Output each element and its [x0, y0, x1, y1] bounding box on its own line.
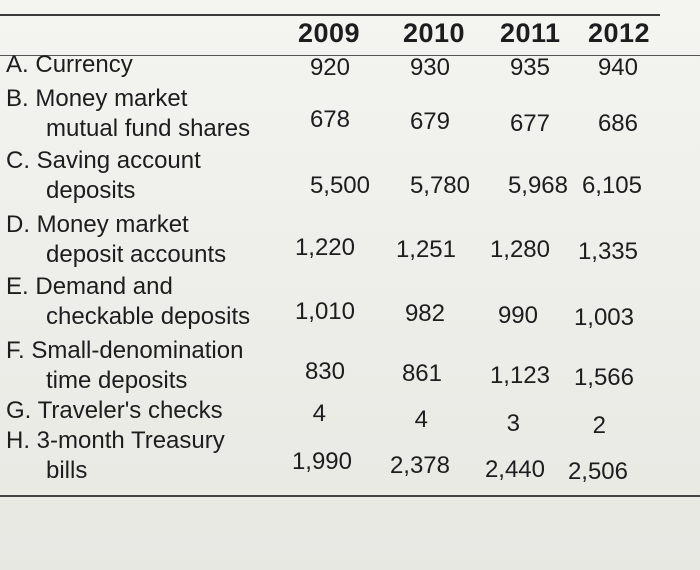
- row-letter: B.: [6, 85, 29, 112]
- cell-d-2010: 1,251: [395, 236, 456, 263]
- year-header-2012: 2012: [588, 18, 651, 48]
- cell-h-2012: 2,506: [567, 458, 628, 485]
- cell-h-2009: 1,990: [291, 448, 352, 475]
- row-label-line1: Money market: [36, 211, 189, 238]
- cell-h-2010: 2,378: [389, 452, 450, 479]
- cell-g-2010: 4: [414, 406, 428, 433]
- row-label-e: E. Demand and checkable deposits: [6, 272, 250, 332]
- row-label-line1: Saving account: [36, 147, 201, 174]
- row-label-f: F. Small-denomination time deposits: [6, 336, 243, 396]
- cell-d-2009: 1,220: [294, 234, 355, 261]
- cell-e-2011: 990: [497, 302, 538, 329]
- cell-e-2012: 1,003: [573, 304, 634, 331]
- cell-b-2010: 679: [409, 108, 450, 135]
- row-letter: C.: [6, 147, 30, 174]
- row-label-line2: checkable deposits: [46, 303, 251, 330]
- row-label-a: A. Currency: [6, 50, 133, 80]
- row-label-line1: Currency: [35, 51, 133, 78]
- cell-c-2009: 5,500: [309, 172, 370, 199]
- row-label-b: B. Money market mutual fund shares: [6, 84, 250, 144]
- cell-b-2012: 686: [597, 110, 638, 137]
- row-label-line2: mutual fund shares: [46, 115, 251, 142]
- cell-e-2010: 982: [404, 300, 445, 327]
- table-header-rule: [0, 55, 700, 56]
- cell-e-2009: 1,010: [294, 298, 355, 325]
- year-header-2010: 2010: [403, 18, 466, 48]
- row-label-line2: time deposits: [46, 367, 188, 394]
- cell-g-2011: 3: [506, 410, 520, 437]
- cell-a-2009: 920: [309, 54, 350, 81]
- cell-f-2011: 1,123: [489, 362, 550, 389]
- row-letter: A.: [6, 51, 29, 78]
- table-bottom-rule: [0, 495, 700, 497]
- cell-a-2012: 940: [597, 54, 638, 81]
- row-label-c: C. Saving account deposits: [6, 146, 201, 206]
- row-label-line2: bills: [46, 457, 88, 484]
- cell-f-2010: 861: [401, 360, 442, 387]
- row-label-g: G. Traveler's checks: [6, 396, 223, 426]
- row-label-h: H. 3-month Treasury bills: [6, 426, 225, 486]
- cell-g-2009: 4: [312, 400, 326, 427]
- cell-f-2009: 830: [304, 358, 345, 385]
- cell-h-2011: 2,440: [484, 456, 545, 483]
- row-letter: D.: [6, 211, 30, 238]
- cell-b-2011: 677: [509, 110, 550, 137]
- row-letter: E.: [6, 273, 29, 300]
- cell-f-2012: 1,566: [573, 364, 634, 391]
- row-letter: F.: [6, 337, 25, 364]
- row-label-line1: Money market: [35, 85, 188, 112]
- row-label-line1: 3-month Treasury: [36, 427, 225, 454]
- table-top-rule: [0, 14, 660, 16]
- row-label-line1: Small-denomination: [31, 337, 244, 364]
- cell-a-2010: 930: [409, 54, 450, 81]
- cell-c-2011: 5,968: [507, 172, 568, 199]
- row-letter: G.: [6, 397, 32, 424]
- cell-c-2010: 5,780: [409, 172, 470, 199]
- row-label-line1: Demand and: [35, 273, 173, 300]
- cell-g-2012: 2: [592, 412, 606, 439]
- cell-d-2011: 1,280: [489, 236, 550, 263]
- row-letter: H.: [6, 427, 30, 454]
- cell-b-2009: 678: [309, 106, 350, 133]
- year-header-2009: 2009: [298, 18, 361, 48]
- cell-a-2011: 935: [509, 54, 550, 81]
- row-label-line2: deposits: [46, 177, 136, 204]
- cell-d-2012: 1,335: [577, 238, 638, 265]
- row-label-line1: Traveler's checks: [37, 397, 223, 424]
- row-label-line2: deposit accounts: [46, 241, 227, 268]
- cell-c-2012: 6,105: [581, 172, 642, 199]
- row-label-d: D. Money market deposit accounts: [6, 210, 226, 270]
- year-header-2011: 2011: [500, 18, 561, 48]
